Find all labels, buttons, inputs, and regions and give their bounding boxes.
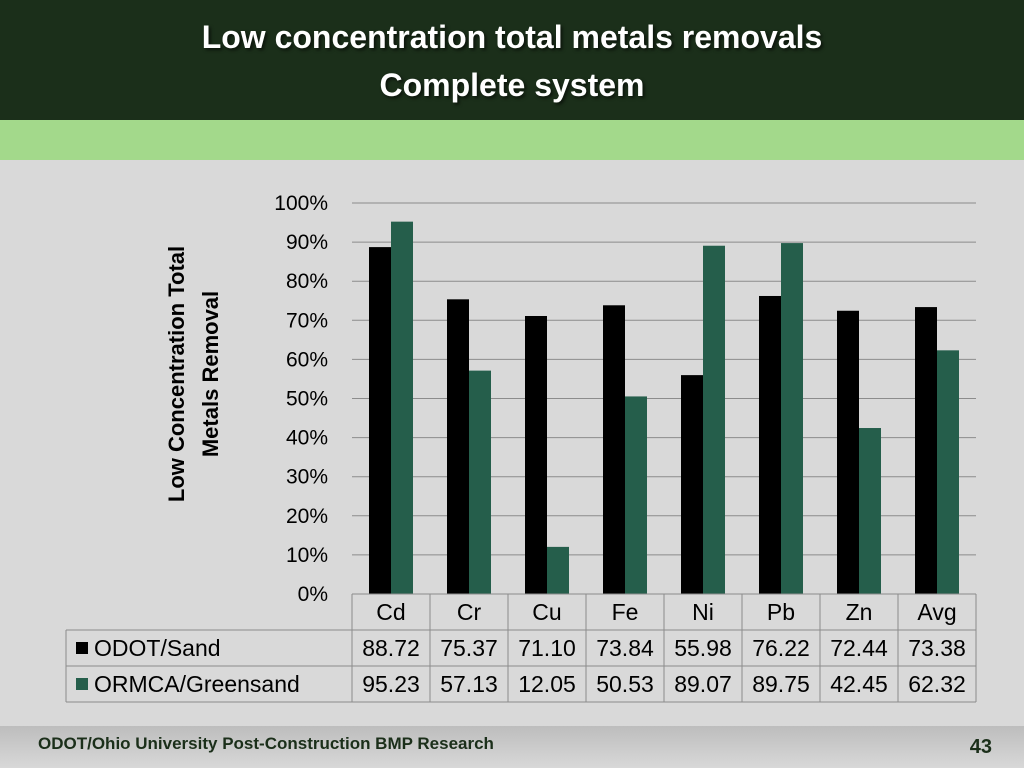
data-label: 73.84 xyxy=(596,635,654,661)
data-label: 57.13 xyxy=(440,671,498,697)
gridlines xyxy=(352,202,976,595)
data-label: 62.32 xyxy=(908,671,966,697)
bar-ormca-greensand-cu xyxy=(547,546,569,594)
data-label: 50.53 xyxy=(596,671,654,697)
data-label: 89.07 xyxy=(674,671,732,697)
footer-text: ODOT/Ohio University Post-Construction B… xyxy=(38,734,494,753)
bar-odot-sand-fe xyxy=(603,305,625,594)
slide-footer: ODOT/Ohio University Post-Construction B… xyxy=(0,726,1024,768)
bar-ormca-greensand-zn xyxy=(859,428,881,594)
data-label: 72.44 xyxy=(830,635,888,661)
bars xyxy=(369,221,959,594)
category-label: Ni xyxy=(692,599,714,625)
y-tick-label: 50% xyxy=(286,388,328,411)
data-label: 73.38 xyxy=(908,635,966,661)
bar-odot-sand-ni xyxy=(681,375,703,594)
y-axis-ticks: 0% 10% 20% 30% 40% 50% 60% 70% 80% 90% 100% xyxy=(274,192,328,606)
y-tick-label: 40% xyxy=(286,427,328,450)
y-tick-label: 30% xyxy=(286,466,328,489)
data-label: 12.05 xyxy=(518,671,576,697)
bar-ormca-greensand-cd xyxy=(391,221,413,594)
legend-key-odot-sand xyxy=(76,642,88,654)
category-label: Zn xyxy=(846,599,873,625)
bar-odot-sand-pb xyxy=(759,295,781,594)
category-label: Pb xyxy=(767,599,795,625)
y-tick-label: 80% xyxy=(286,270,328,293)
y-tick-label: 60% xyxy=(286,348,328,371)
chart-area: 0% 10% 20% 30% 40% 50% 60% 70% 80% 90% 100% Low Co… xyxy=(0,160,1024,726)
category-label: Fe xyxy=(612,599,639,625)
data-label: 88.72 xyxy=(362,635,420,661)
data-label: 76.22 xyxy=(752,635,810,661)
category-label: Cr xyxy=(457,599,482,625)
y-axis-title: Low Concentration Total Metals Removal xyxy=(164,246,223,502)
y-tick-label: 70% xyxy=(286,309,328,332)
y-tick-label: 100% xyxy=(274,192,328,215)
bar-ormca-greensand-fe xyxy=(625,396,647,594)
bar-ormca-greensand-pb xyxy=(781,243,803,594)
y-axis-title-line2: Metals Removal xyxy=(198,291,223,457)
bar-odot-sand-cd xyxy=(369,247,391,594)
bar-ormca-greensand-avg xyxy=(937,350,959,594)
slide-title-line1: Low concentration total metals removals xyxy=(201,19,823,55)
category-label: Cd xyxy=(376,599,405,625)
data-label: 95.23 xyxy=(362,671,420,697)
bar-odot-sand-zn xyxy=(837,310,859,594)
bar-odot-sand-cr xyxy=(447,299,469,594)
category-label: Cu xyxy=(532,599,561,625)
bar-odot-sand-cu xyxy=(525,315,547,594)
series-name: ODOT/Sand xyxy=(94,635,221,661)
category-label: Avg xyxy=(917,599,956,625)
y-tick-label: 0% xyxy=(298,583,328,606)
data-label: 42.45 xyxy=(830,671,888,697)
series-name: ORMCA/Greensand xyxy=(94,671,300,697)
page-number: 43 xyxy=(969,736,992,758)
bar-odot-sand-avg xyxy=(915,307,937,594)
legend-key-ormca-greensand xyxy=(76,678,88,690)
accent-band xyxy=(0,120,1024,160)
y-tick-label: 20% xyxy=(286,505,328,528)
bar-chart-with-data-table: 0% 10% 20% 30% 40% 50% 60% 70% 80% 90% 100% Low Co… xyxy=(65,192,977,703)
y-tick-label: 10% xyxy=(286,544,328,567)
slide-title-line2: Complete system xyxy=(379,67,645,103)
y-axis-title-line1: Low Concentration Total xyxy=(164,246,189,502)
bar-ormca-greensand-cr xyxy=(469,370,491,594)
data-table: Cd Cr Cu Fe Ni Pb Zn Avg ODOT/Sand 88.72 75.37 71.1… xyxy=(65,593,977,703)
slide-header: Low concentration total metals removals … xyxy=(0,0,1024,120)
data-label: 89.75 xyxy=(752,671,810,697)
data-label: 55.98 xyxy=(674,635,732,661)
data-label: 75.37 xyxy=(440,635,498,661)
data-label: 71.10 xyxy=(518,635,576,661)
y-tick-label: 90% xyxy=(286,231,328,254)
bar-ormca-greensand-ni xyxy=(703,245,725,594)
